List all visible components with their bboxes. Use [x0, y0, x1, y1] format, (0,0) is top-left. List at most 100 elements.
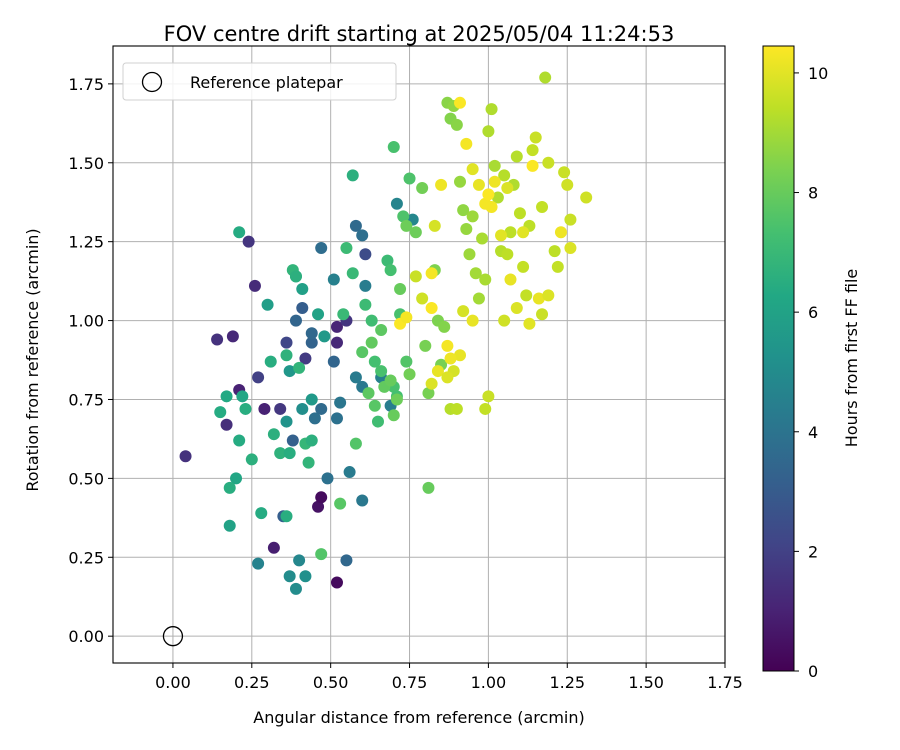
scatter-point — [466, 314, 479, 327]
colorbar-tick-label: 10 — [808, 64, 828, 83]
scatter-point — [330, 412, 343, 425]
scatter-point — [330, 336, 343, 349]
scatter-point — [510, 301, 523, 314]
colorbar-tick-label: 8 — [808, 184, 818, 203]
scatter-point — [501, 248, 514, 261]
scatter-point — [214, 406, 227, 419]
scatter-point — [580, 191, 593, 204]
scatter-point — [390, 393, 403, 406]
scatter-point — [403, 368, 416, 381]
scatter-point — [296, 283, 309, 296]
x-axis-label: Angular distance from reference (arcmin) — [253, 708, 584, 727]
x-tick-label: 0.25 — [234, 673, 270, 692]
scatter-point — [457, 305, 470, 318]
scatter-point — [334, 396, 347, 409]
scatter-point — [223, 481, 236, 494]
scatter-point — [472, 178, 485, 191]
scatter-point — [280, 415, 293, 428]
scatter-point — [267, 541, 280, 554]
scatter-point — [400, 219, 413, 232]
scatter-point — [504, 273, 517, 286]
scatter-point — [255, 507, 268, 520]
colorbar-tick-label: 2 — [808, 542, 818, 561]
scatter-point — [501, 182, 514, 195]
scatter-point — [349, 437, 362, 450]
scatter-point — [321, 472, 334, 485]
scatter-point — [289, 270, 302, 283]
scatter-point — [479, 273, 492, 286]
scatter-point — [561, 178, 574, 191]
x-tick-label: 1.00 — [471, 673, 507, 692]
scatter-point — [513, 207, 526, 220]
scatter-point — [551, 260, 564, 273]
scatter-point — [283, 447, 296, 460]
scatter-point — [308, 412, 321, 425]
scatter-point — [368, 399, 381, 412]
scatter-point — [409, 226, 422, 239]
scatter-point — [438, 320, 451, 333]
scatter-point — [371, 415, 384, 428]
scatter-point — [435, 178, 448, 191]
scatter-point — [422, 387, 435, 400]
scatter-point — [179, 450, 192, 463]
scatter-point — [450, 402, 463, 415]
scatter-point — [296, 402, 309, 415]
scatter-point — [510, 150, 523, 163]
scatter-point — [542, 289, 555, 302]
scatter-point — [252, 557, 265, 570]
scatter-point — [381, 254, 394, 267]
scatter-point — [315, 241, 328, 254]
scatter-point — [340, 554, 353, 567]
scatter-point — [504, 226, 517, 239]
scatter-point — [520, 289, 533, 302]
scatter-point — [542, 156, 555, 169]
y-axis-label: Rotation from reference (arcmin) — [23, 228, 42, 491]
scatter-point — [425, 267, 438, 280]
scatter-point — [267, 428, 280, 441]
scatter-point — [274, 402, 287, 415]
scatter-point — [289, 582, 302, 595]
scatter-point — [305, 336, 318, 349]
scatter-point — [488, 159, 501, 172]
scatter-point — [242, 235, 255, 248]
chart-title: FOV centre drift starting at 2025/05/04 … — [164, 22, 675, 46]
scatter-point — [305, 434, 318, 447]
scatter-point — [476, 232, 489, 245]
scatter-point — [340, 241, 353, 254]
x-tick-label: 0.00 — [155, 673, 191, 692]
scatter-point — [397, 210, 410, 223]
colorbar-gradient — [762, 45, 795, 672]
scatter-point — [539, 71, 552, 84]
y-tick-label: 1.50 — [68, 154, 104, 173]
scatter-point — [223, 519, 236, 532]
scatter-point — [299, 352, 312, 365]
colorbar-label: Hours from first FF file — [842, 269, 861, 448]
scatter-point — [536, 200, 549, 213]
scatter-point — [485, 200, 498, 213]
scatter-point — [532, 292, 545, 305]
scatter-point — [491, 191, 504, 204]
scatter-point — [211, 333, 224, 346]
y-tick-label: 1.25 — [68, 233, 104, 252]
scatter-point — [305, 393, 318, 406]
scatter-point — [343, 466, 356, 479]
scatter-point — [359, 279, 372, 292]
scatter-point — [564, 213, 577, 226]
scatter-point — [419, 339, 432, 352]
scatter-point — [558, 166, 571, 179]
colorbar-ticks: 0 2 4 6 8 10 — [794, 64, 828, 681]
scatter-point — [526, 144, 539, 157]
scatter-point — [425, 301, 438, 314]
scatter-point — [498, 314, 511, 327]
scatter-point — [431, 365, 444, 378]
scatter-point — [362, 387, 375, 400]
legend-label: Reference platepar — [190, 73, 343, 92]
scatter-point — [305, 327, 318, 340]
scatter-point — [248, 279, 261, 292]
scatter-point — [441, 339, 454, 352]
scatter-point — [334, 497, 347, 510]
scatter-point — [315, 402, 328, 415]
scatter-point — [390, 197, 403, 210]
scatter-point — [293, 554, 306, 567]
scatter-point — [409, 270, 422, 283]
